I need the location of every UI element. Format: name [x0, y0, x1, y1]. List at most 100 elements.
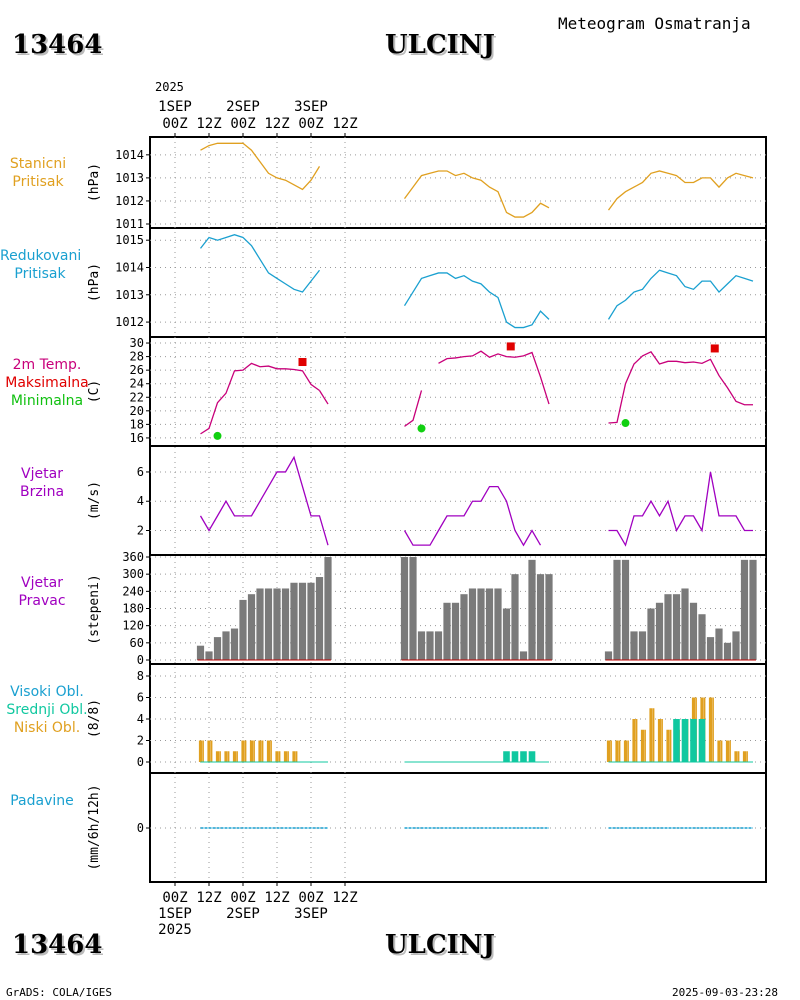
panel-label-tmin: Minimalna: [10, 393, 84, 409]
direction-bar: [655, 602, 664, 660]
bottom-hour-label: 00Z: [162, 890, 187, 906]
series-line: [403, 272, 550, 329]
y-tick-label: 20: [130, 404, 144, 418]
direction-bar: [298, 582, 307, 660]
direction-bar: [222, 631, 230, 660]
tmin-marker: [417, 424, 426, 433]
y-tick-label: 8: [137, 669, 144, 683]
low-cloud-bar-edge: [746, 751, 748, 762]
direction-bar: [638, 631, 647, 660]
y-axis-title: (C): [87, 380, 102, 403]
bottom-hour-label: 12Z: [332, 890, 357, 906]
footer-source: GrADS: COLA/IGES: [6, 986, 112, 999]
low-cloud-bar: [734, 751, 738, 762]
direction-bar: [477, 588, 485, 660]
y-tick-label: 24: [130, 377, 144, 391]
station-id-bottom: 13464: [12, 930, 103, 960]
low-cloud-bar-edge: [635, 719, 638, 762]
direction-bar: [519, 651, 528, 660]
direction-bar: [664, 594, 672, 660]
y-tick-label: 18: [130, 417, 144, 431]
direction-bar: [536, 574, 545, 660]
bottom-hour-label: 00Z: [298, 890, 323, 906]
direction-bar: [511, 574, 519, 660]
direction-bar: [740, 559, 749, 660]
low-cloud-bar: [224, 751, 228, 762]
low-cloud-bar-edge: [295, 751, 298, 762]
y-axis-title: (hPa): [87, 263, 102, 302]
direction-bar: [613, 559, 621, 660]
panel-label-precip: Padavine: [2, 792, 82, 810]
y-tick-label: 0: [137, 821, 144, 835]
direction-bar: [485, 588, 494, 660]
tmin-marker: [213, 431, 222, 440]
panel-label-line: Vjetar: [21, 575, 63, 591]
panel-label-low: Niski Obl.: [13, 720, 81, 736]
y-tick-label: 300: [122, 567, 144, 581]
panel-label-line: Stanicni: [9, 156, 67, 172]
y-tick-label: 1012: [115, 315, 144, 329]
low-cloud-bar-edge: [610, 740, 612, 762]
series-line: [318, 390, 329, 405]
direction-bar: [723, 642, 732, 660]
panel-label-station-pressure: Stanicni Pritisak: [2, 155, 74, 191]
top-day-label: 2SEP: [226, 99, 260, 115]
plot-frame: [149, 136, 767, 883]
y-tick-label: 1014: [115, 260, 144, 274]
mid-cloud-bar: [673, 719, 680, 762]
mid-cloud-bar: [681, 719, 689, 762]
direction-bar: [698, 614, 706, 660]
direction-bar: [426, 631, 434, 660]
tmax-marker: [298, 358, 307, 367]
y-tick-label: 1011: [115, 217, 144, 231]
low-cloud-bar: [198, 740, 203, 762]
top-hour-label: 12Z: [196, 116, 221, 132]
low-cloud-bar: [666, 729, 670, 762]
bottom-day-label: 3SEP: [294, 906, 328, 922]
low-cloud-bar: [615, 740, 619, 762]
direction-bar: [409, 557, 417, 660]
panel-label-wind-speed: Vjetar Brzina: [4, 465, 80, 501]
mid-cloud-bar: [698, 719, 706, 762]
panel-label-temperature: 2m Temp. Maksimalna Minimalna: [0, 356, 94, 410]
y-tick-label: 26: [130, 363, 144, 377]
y-axis-title: (hPa): [87, 163, 102, 202]
bottom-year-label: 2025: [158, 922, 192, 938]
low-cloud-bar: [623, 740, 628, 762]
series-line: [607, 269, 754, 320]
low-cloud-bar-edge: [287, 751, 289, 762]
low-cloud-bar-edge: [737, 751, 740, 762]
low-cloud-bar-edge: [278, 751, 281, 762]
direction-bar: [621, 559, 630, 660]
low-cloud-bar: [249, 740, 254, 762]
y-axis-title: (stepeni): [87, 574, 102, 644]
y-tick-label: 2: [137, 734, 144, 748]
direction-bar: [273, 588, 281, 660]
series-line: [200, 362, 320, 435]
top-day-label: 3SEP: [294, 99, 328, 115]
low-cloud-bar-edge: [652, 708, 655, 762]
low-cloud-bar-edge: [627, 740, 629, 762]
panel-label-line: Vjetar: [21, 466, 63, 482]
panel-label-high: Visoki Obl.: [10, 684, 84, 700]
panel-label-line: Pritisak: [14, 266, 66, 282]
panel-label-mid: Srednji Obl.: [6, 702, 88, 718]
y-tick-label: 16: [130, 431, 144, 445]
low-cloud-bar-edge: [219, 751, 221, 762]
direction-bar: [290, 582, 298, 660]
panel-label-line: Redukovani: [0, 248, 82, 264]
direction-bar: [443, 602, 451, 660]
direction-bar: [307, 582, 315, 660]
panel-label-reduced-pressure: Redukovani Pritisak: [0, 247, 82, 283]
direction-bar: [417, 631, 426, 660]
series-line: [608, 471, 753, 547]
low-cloud-bar: [708, 697, 713, 762]
direction-bar: [749, 559, 757, 660]
y-tick-label: 1013: [115, 171, 144, 185]
low-cloud-bar: [283, 751, 288, 762]
direction-bar: [400, 557, 409, 660]
low-cloud-bar: [742, 751, 747, 762]
direction-bar: [230, 628, 239, 660]
series-line: [199, 234, 321, 293]
